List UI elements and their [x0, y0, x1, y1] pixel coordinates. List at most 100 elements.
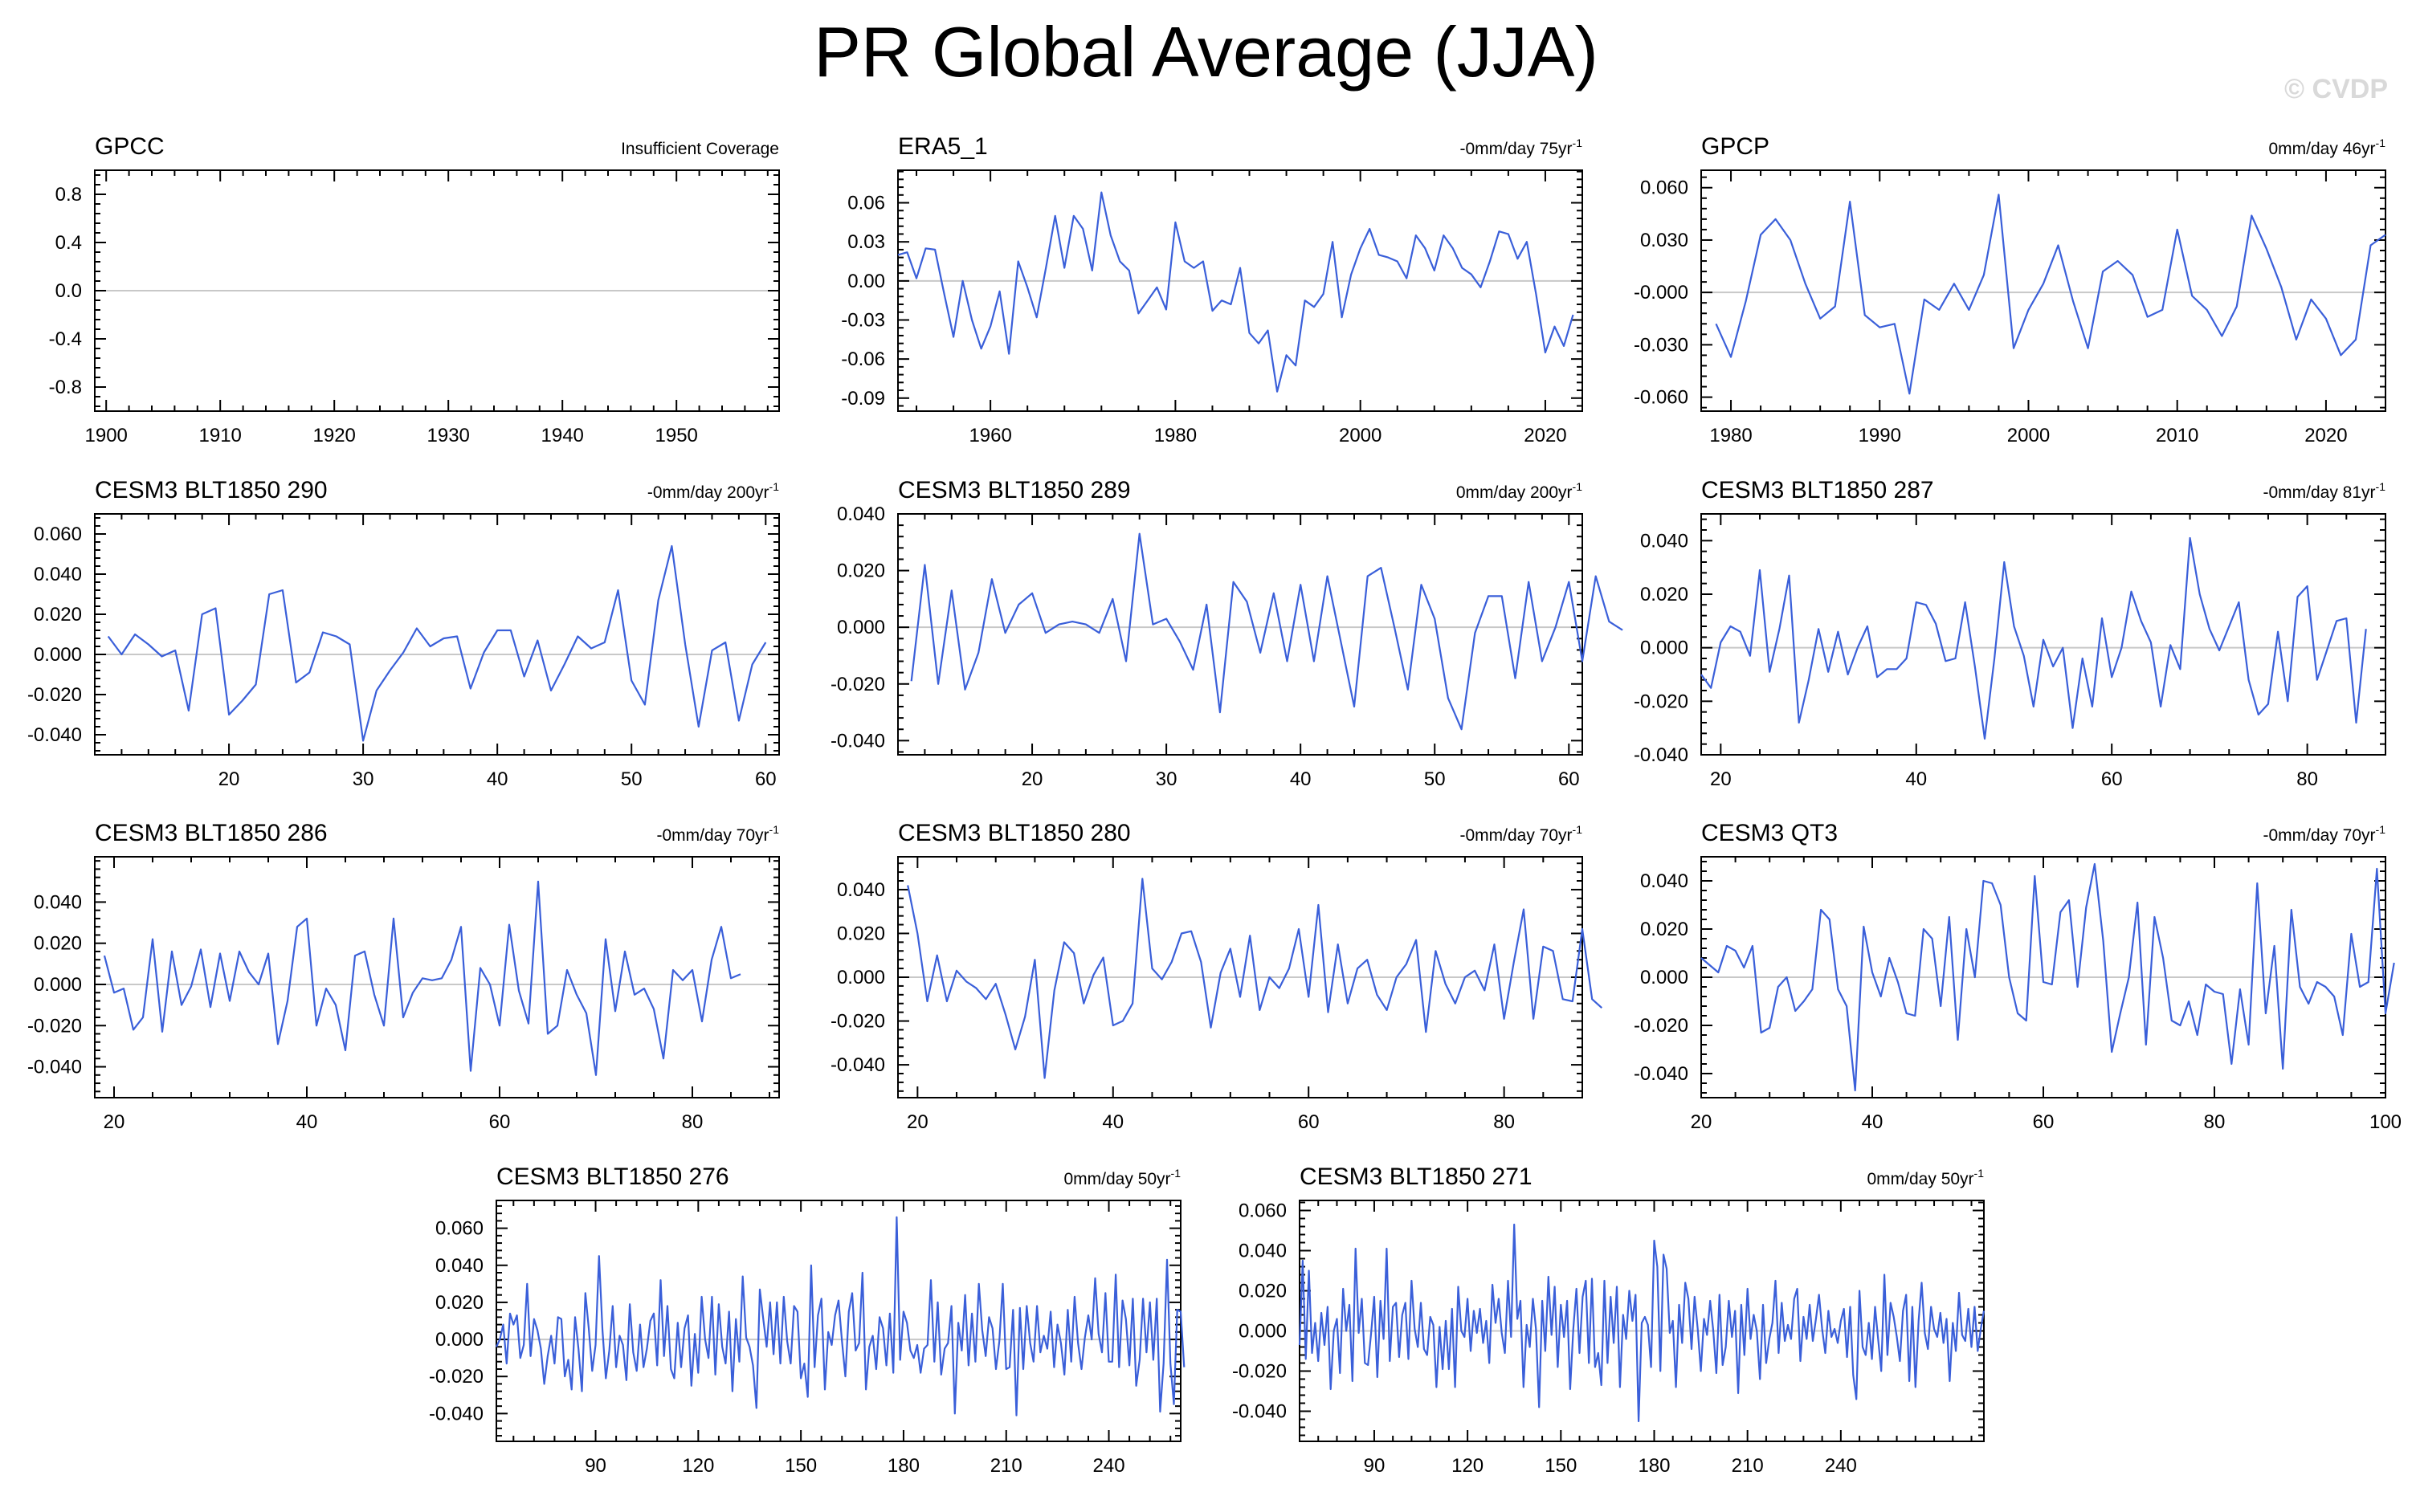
series-line — [907, 878, 1603, 1079]
trend-annotation: 0mm/day 200yr-1 — [1456, 480, 1582, 502]
x-tick-label: 30 — [353, 768, 374, 790]
x-tick-label: 1950 — [655, 425, 698, 446]
trend-annotation: -0mm/day 70yr-1 — [2263, 823, 2386, 845]
y-tick-label: 0.000 — [1640, 967, 1688, 988]
chart-panel: ERA5_1 -0mm/day 75yr-1 1960 1980 2000 2020 -0.… — [841, 133, 1583, 446]
y-tick-label: 0.040 — [435, 1255, 484, 1277]
trend-exponent: -1 — [1573, 480, 1583, 493]
trend-exponent: -1 — [769, 480, 780, 493]
y-tick-label: -0.020 — [1634, 691, 1688, 712]
plot-frame — [94, 513, 780, 756]
x-tick-label: 1930 — [427, 425, 470, 446]
y-tick-label: 0.06 — [847, 193, 885, 214]
x-tick-label: 40 — [1102, 1111, 1124, 1133]
y-tick-label: 0.03 — [847, 231, 885, 253]
y-tick-label: -0.060 — [1634, 387, 1688, 409]
x-tick-label: 60 — [1558, 768, 1580, 790]
trend-exponent: -1 — [1573, 137, 1583, 149]
y-tick-label: 0.020 — [34, 604, 82, 626]
y-tick-label: 0.020 — [1239, 1281, 1287, 1302]
series-line — [1700, 862, 2395, 1092]
x-tick-label: 50 — [621, 768, 643, 790]
trend-annotation: -0mm/day 81yr-1 — [2263, 480, 2386, 502]
y-tick-label: -0.03 — [841, 309, 885, 331]
panel-title: GPCP — [1701, 133, 1769, 160]
y-tick-label: -0.09 — [841, 388, 885, 410]
chart-panel: CESM3 BLT1850 276 0mm/day 50yr-1 90 120 150 1… — [429, 1164, 1186, 1477]
panel-title: ERA5_1 — [898, 133, 988, 160]
y-tick-label: -0.06 — [841, 348, 885, 370]
y-tick-label: -0.030 — [1634, 334, 1688, 356]
y-tick-label: 0.040 — [34, 564, 82, 585]
y-tick-label: -0.040 — [831, 730, 885, 752]
x-tick-label: 60 — [2033, 1111, 2055, 1133]
trend-exponent: -1 — [2376, 480, 2386, 493]
y-tick-label: 0.040 — [837, 503, 885, 525]
plot-frame — [897, 169, 1583, 412]
chart-panel: CESM3 BLT1850 289 0mm/day 200yr-1 20 30 40 50… — [831, 477, 1623, 790]
plot-frame — [1700, 513, 2386, 756]
y-tick-label: -0.040 — [429, 1403, 484, 1424]
trend-exponent: -1 — [1974, 1167, 1985, 1180]
chart-panel: CESM3 BLT1850 290 -0mm/day 200yr-1 20 30 40 5… — [27, 477, 780, 790]
y-tick-label: 0.020 — [1640, 584, 1688, 605]
x-tick-label: 120 — [682, 1455, 714, 1477]
x-tick-label: 1980 — [1709, 425, 1752, 446]
x-tick-label: 60 — [489, 1111, 511, 1133]
x-tick-label: 210 — [990, 1455, 1022, 1477]
y-tick-label: 0.040 — [1239, 1241, 1287, 1262]
x-tick-label: 40 — [1862, 1111, 1883, 1133]
x-tick-label: 180 — [1638, 1455, 1670, 1477]
series-line — [103, 880, 741, 1076]
y-tick-label: 0.040 — [34, 891, 82, 913]
watermark-text: © CVDP — [2284, 74, 2388, 104]
x-tick-label: 1990 — [1859, 425, 1901, 446]
trend-annotation: 0mm/day 50yr-1 — [1867, 1167, 1985, 1188]
y-tick-label: 0.020 — [837, 560, 885, 582]
y-tick-label: -0.040 — [1634, 744, 1688, 766]
x-tick-label: 150 — [1545, 1455, 1577, 1477]
y-tick-label: 0.000 — [435, 1329, 484, 1351]
series-line — [897, 191, 1574, 393]
series-line — [1700, 536, 2367, 740]
x-tick-label: 60 — [2101, 768, 2123, 790]
y-tick-label: 0.000 — [837, 967, 885, 988]
panel-title: CESM3 BLT1850 271 — [1300, 1164, 1532, 1190]
y-tick-label: -0.020 — [831, 1011, 885, 1033]
x-tick-label: 20 — [907, 1111, 928, 1133]
y-tick-label: -0.4 — [49, 328, 82, 350]
panel-title: CESM3 QT3 — [1701, 820, 1838, 846]
trend-annotation: -0mm/day 70yr-1 — [657, 823, 780, 845]
trend-annotation: 0mm/day 46yr-1 — [2269, 137, 2386, 158]
y-tick-label: 0.040 — [1640, 870, 1688, 892]
y-tick-label: -0.040 — [831, 1054, 885, 1076]
y-tick-label: -0.020 — [27, 1015, 82, 1037]
y-tick-label: 0.000 — [1640, 638, 1688, 659]
x-tick-label: 180 — [888, 1455, 920, 1477]
x-tick-label: 1940 — [541, 425, 584, 446]
y-tick-label: 0.00 — [847, 271, 885, 292]
trend-annotation: Insufficient Coverage — [621, 140, 779, 158]
y-tick-label: 0.040 — [1640, 530, 1688, 552]
x-tick-label: 210 — [1732, 1455, 1764, 1477]
trend-exponent: -1 — [1573, 823, 1583, 836]
y-tick-label: -0.020 — [831, 674, 885, 695]
y-tick-label: -0.040 — [1232, 1401, 1287, 1423]
x-tick-label: 90 — [1364, 1455, 1386, 1477]
y-tick-label: -0.020 — [1232, 1361, 1287, 1383]
y-tick-label: 0.020 — [1640, 919, 1688, 940]
x-tick-label: 1910 — [199, 425, 242, 446]
x-tick-label: 1900 — [85, 425, 128, 446]
x-tick-label: 80 — [682, 1111, 704, 1133]
x-tick-label: 2020 — [1524, 425, 1566, 446]
y-tick-label: -0.040 — [27, 1057, 82, 1078]
x-tick-label: 20 — [104, 1111, 125, 1133]
plot-frame — [897, 513, 1583, 756]
x-tick-label: 2000 — [2007, 425, 2050, 446]
y-tick-label: 0.8 — [55, 184, 82, 206]
chart-panel: CESM3 BLT1850 280 -0mm/day 70yr-1 20 40 60 80… — [831, 820, 1603, 1133]
y-tick-label: -0.000 — [1634, 282, 1688, 304]
panel-title: CESM3 BLT1850 289 — [898, 477, 1131, 503]
x-tick-label: 50 — [1424, 768, 1446, 790]
x-tick-label: 60 — [755, 768, 777, 790]
